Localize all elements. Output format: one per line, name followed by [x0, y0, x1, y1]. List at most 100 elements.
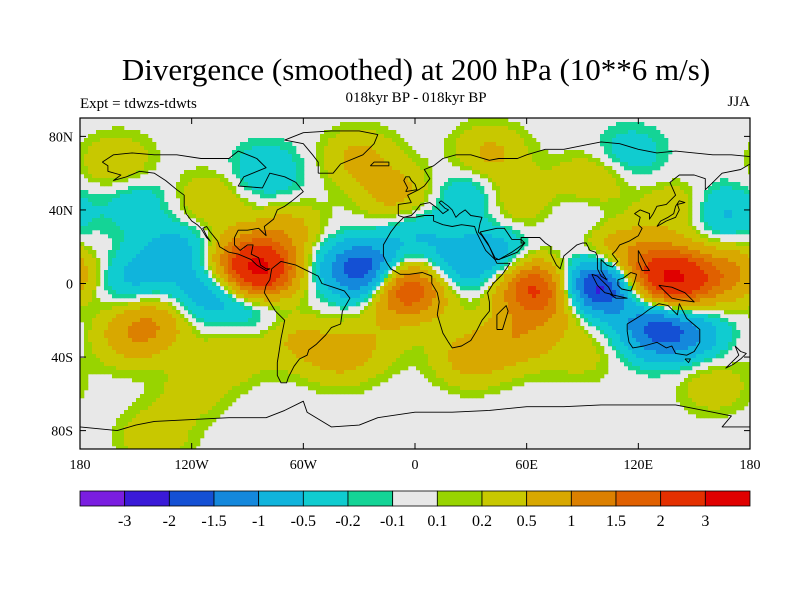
- field-cell: [300, 262, 305, 267]
- field-cell: [652, 146, 657, 151]
- field-cell: [140, 134, 145, 139]
- field-cell: [620, 158, 625, 163]
- field-cell: [608, 238, 613, 243]
- field-cell: [480, 218, 485, 223]
- field-cell: [268, 202, 273, 207]
- field-cell: [464, 234, 469, 239]
- field-cell: [88, 258, 93, 263]
- field-cell: [620, 250, 625, 255]
- field-cell: [676, 250, 681, 255]
- field-cell: [396, 142, 401, 147]
- field-cell: [524, 238, 529, 243]
- field-cell: [472, 250, 477, 255]
- field-cell: [532, 262, 537, 267]
- field-cell: [564, 158, 569, 163]
- field-cell: [296, 218, 301, 223]
- field-cell: [152, 206, 157, 211]
- field-cell: [252, 242, 257, 247]
- field-cell: [412, 186, 417, 191]
- field-cell: [628, 222, 633, 227]
- field-cell: [548, 246, 553, 251]
- field-cell: [516, 218, 521, 223]
- field-cell: [708, 258, 713, 263]
- field-cell: [424, 194, 429, 199]
- field-cell: [708, 218, 713, 223]
- field-cell: [152, 198, 157, 203]
- field-cell: [532, 166, 537, 171]
- field-cell: [184, 274, 189, 279]
- field-cell: [220, 258, 225, 263]
- field-cell: [144, 270, 149, 275]
- field-cell: [368, 246, 373, 251]
- field-cell: [424, 278, 429, 283]
- field-cell: [188, 178, 193, 183]
- field-cell: [632, 238, 637, 243]
- field-cell: [628, 186, 633, 191]
- field-cell: [592, 274, 597, 279]
- field-cell: [284, 254, 289, 259]
- field-cell: [208, 222, 213, 227]
- field-cell: [488, 230, 493, 235]
- field-cell: [84, 214, 89, 219]
- field-cell: [380, 278, 385, 283]
- field-cell: [148, 246, 153, 251]
- field-cell: [512, 130, 517, 135]
- field-cell: [636, 210, 641, 215]
- field-cell: [684, 226, 689, 231]
- field-cell: [128, 230, 133, 235]
- field-cell: [268, 242, 273, 247]
- field-cell: [512, 250, 517, 255]
- field-cell: [196, 270, 201, 275]
- field-cell: [304, 206, 309, 211]
- field-cell: [716, 230, 721, 235]
- field-cell: [640, 142, 645, 147]
- field-cell: [356, 234, 361, 239]
- field-cell: [452, 154, 457, 159]
- field-cell: [708, 214, 713, 219]
- field-cell: [480, 158, 485, 163]
- field-cell: [740, 190, 745, 195]
- field-cell: [320, 146, 325, 151]
- field-cell: [256, 206, 261, 211]
- field-cell: [252, 190, 257, 195]
- field-cell: [120, 194, 125, 199]
- field-cell: [240, 234, 245, 239]
- field-cell: [476, 118, 481, 123]
- field-cell: [328, 246, 333, 251]
- field-cell: [652, 262, 657, 267]
- field-cell: [108, 130, 113, 135]
- field-cell: [168, 218, 173, 223]
- field-cell: [244, 158, 249, 163]
- field-cell: [448, 186, 453, 191]
- field-cell: [612, 186, 617, 191]
- field-cell: [304, 222, 309, 227]
- field-cell: [128, 166, 133, 171]
- field-cell: [652, 158, 657, 163]
- field-cell: [528, 150, 533, 155]
- field-cell: [544, 270, 549, 275]
- field-cell: [540, 258, 545, 263]
- field-cell: [416, 218, 421, 223]
- field-cell: [720, 194, 725, 199]
- field-cell: [340, 226, 345, 231]
- field-cell: [420, 190, 425, 195]
- field-cell: [92, 202, 97, 207]
- field-cell: [280, 166, 285, 171]
- field-cell: [108, 134, 113, 139]
- field-cell: [88, 214, 93, 219]
- field-cell: [260, 258, 265, 263]
- field-cell: [560, 182, 565, 187]
- field-cell: [148, 226, 153, 231]
- field-cell: [648, 226, 653, 231]
- field-cell: [484, 166, 489, 171]
- field-cell: [432, 262, 437, 267]
- field-cell: [276, 182, 281, 187]
- field-cell: [468, 226, 473, 231]
- field-cell: [148, 218, 153, 223]
- field-cell: [500, 246, 505, 251]
- field-cell: [460, 238, 465, 243]
- field-cell: [92, 222, 97, 227]
- field-cell: [388, 178, 393, 183]
- field-cell: [460, 134, 465, 139]
- field-cell: [464, 142, 469, 147]
